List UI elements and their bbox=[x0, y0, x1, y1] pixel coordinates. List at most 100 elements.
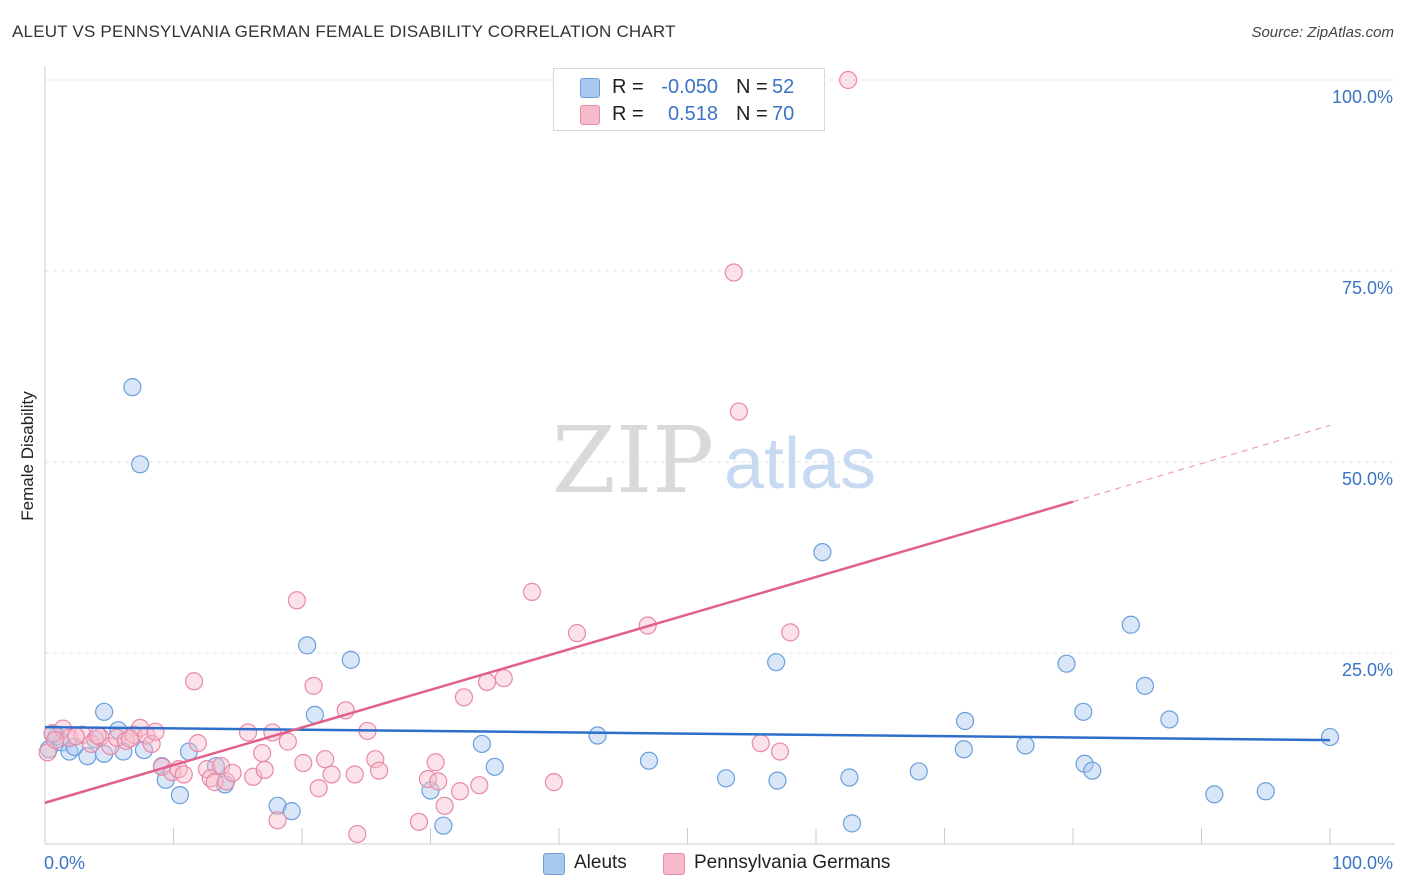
aleuts-point bbox=[1256, 782, 1275, 801]
aleuts-point bbox=[1121, 615, 1140, 634]
pennsylvania-germans-point bbox=[287, 591, 306, 610]
aleuts-point bbox=[1074, 702, 1093, 721]
pennsylvania-germans-point bbox=[146, 722, 165, 741]
pennsylvania-germans-point bbox=[724, 263, 743, 282]
pennsylvania-germans-point bbox=[316, 750, 335, 769]
r-value: -0.050 bbox=[661, 76, 718, 98]
aleuts-point bbox=[123, 378, 142, 397]
y-tick-label: 50.0% bbox=[1342, 469, 1393, 489]
aleuts-point bbox=[588, 726, 607, 745]
pennsylvania-germans-point bbox=[46, 730, 65, 750]
source-credit: Source: ZipAtlas.com bbox=[1251, 24, 1394, 41]
tick-labels: 25.0% 50.0% 75.0% 100.0% 0.0% 100.0% bbox=[44, 87, 1393, 873]
r-value: 0.518 bbox=[667, 103, 718, 125]
pennsylvania-germans-swatch bbox=[663, 853, 685, 875]
pennsylvania-germans-point bbox=[470, 776, 489, 795]
legend-row-pennsylvania-germans: R = 0.518 N = 70 bbox=[554, 101, 824, 129]
watermark-atlas: atlas bbox=[724, 424, 876, 504]
pennsylvania-germans-point bbox=[450, 782, 470, 801]
pennsylvania-germans-point bbox=[429, 772, 448, 791]
aleuts-point bbox=[813, 543, 832, 562]
r-label: R = bbox=[612, 103, 644, 125]
aleuts-point bbox=[1135, 676, 1155, 695]
pennsylvania-germans-point bbox=[781, 623, 800, 642]
pennsylvania-germans-point bbox=[522, 582, 542, 601]
aleuts-point bbox=[341, 650, 360, 669]
pennsylvania-germans-point bbox=[304, 676, 323, 695]
pennsylvania-germans-point bbox=[839, 70, 858, 90]
aleuts-point bbox=[1083, 761, 1102, 780]
aleuts-point bbox=[1205, 785, 1224, 804]
aleuts-point bbox=[130, 455, 150, 474]
pennsylvania-germans-point bbox=[88, 726, 107, 745]
aleuts-point bbox=[639, 751, 659, 770]
legend-label: Pennsylvania Germans bbox=[694, 852, 891, 873]
pennsylvania-germans-point bbox=[494, 669, 513, 688]
aleuts-point bbox=[716, 769, 736, 788]
pennsylvania-germans-point bbox=[435, 796, 454, 815]
aleuts-point bbox=[840, 768, 859, 787]
aleuts-point bbox=[485, 757, 504, 776]
pennsylvania-germans-point bbox=[348, 824, 367, 844]
pennsylvania-germans-point bbox=[120, 729, 139, 748]
pennsylvania-germans-point bbox=[188, 734, 208, 753]
pennsylvania-germans-trend-line bbox=[44, 500, 1074, 804]
pennsylvania-germans-point bbox=[268, 811, 287, 830]
legend-row-aleuts: R = -0.050 N = 52 bbox=[554, 74, 824, 102]
pennsylvania-germans-point bbox=[184, 672, 204, 691]
n-label: N = bbox=[736, 103, 768, 125]
pennsylvania-germans-point bbox=[567, 624, 587, 643]
pennsylvania-germans-point bbox=[238, 723, 258, 742]
aleuts-point bbox=[434, 816, 453, 835]
aleuts-swatch bbox=[580, 78, 600, 98]
pennsylvania-germans-point bbox=[454, 688, 474, 707]
aleuts-point bbox=[1016, 736, 1035, 755]
r-label: R = bbox=[612, 76, 644, 98]
gridlines bbox=[45, 79, 1395, 654]
aleuts-point bbox=[909, 762, 928, 781]
pennsylvania-germans-point bbox=[309, 779, 328, 798]
aleuts-point bbox=[768, 771, 787, 790]
aleuts-point bbox=[95, 702, 114, 721]
aleuts-trend-line bbox=[44, 725, 1331, 742]
pennsylvania-germans-point bbox=[294, 753, 313, 773]
aleuts-swatch bbox=[543, 853, 565, 875]
pennsylvania-germans-point bbox=[409, 812, 429, 831]
aleuts-point bbox=[298, 636, 317, 655]
pennsylvania-germans-point bbox=[544, 773, 563, 792]
stats-legend: R = -0.050 N = 52 R = 0.518 N = 70 bbox=[553, 68, 825, 131]
data-points bbox=[38, 70, 1340, 844]
pennsylvania-germans-point bbox=[244, 767, 263, 786]
aleuts-point bbox=[955, 711, 975, 731]
aleuts-point bbox=[421, 781, 440, 800]
aleuts-point bbox=[1075, 754, 1094, 773]
aleuts-point bbox=[282, 802, 301, 821]
pennsylvania-germans-point bbox=[174, 765, 193, 784]
pennsylvania-germans-point bbox=[322, 765, 341, 784]
x-tick-label: 100.0% bbox=[1332, 853, 1393, 873]
pennsylvania-germans-point bbox=[223, 763, 242, 783]
aleuts-point bbox=[767, 653, 786, 672]
y-tick-label: 100.0% bbox=[1332, 87, 1393, 107]
pennsylvania-germans-point bbox=[729, 402, 749, 421]
aleuts-point bbox=[1320, 727, 1340, 747]
legend-label: Aleuts bbox=[574, 852, 627, 873]
pennsylvania-germans-point bbox=[751, 734, 770, 753]
pennsylvania-germans-swatch bbox=[580, 105, 600, 125]
pennsylvania-germans-point bbox=[255, 760, 274, 779]
aleuts-point bbox=[472, 734, 491, 754]
y-tick-label: 25.0% bbox=[1342, 660, 1393, 680]
pennsylvania-germans-trend-line-extension bbox=[1072, 424, 1331, 503]
y-tick-label: 75.0% bbox=[1342, 278, 1393, 298]
aleuts-point bbox=[842, 814, 862, 833]
axes bbox=[44, 66, 1395, 845]
aleuts-point bbox=[268, 796, 287, 815]
pennsylvania-germans-point bbox=[426, 753, 445, 772]
pennsylvania-germans-point bbox=[345, 765, 364, 784]
pennsylvania-germans-point bbox=[370, 761, 389, 780]
pennsylvania-germans-point bbox=[253, 743, 272, 763]
y-axis-label: Female Disability bbox=[18, 391, 37, 521]
aleuts-point bbox=[954, 740, 973, 759]
watermark-zip: ZIP bbox=[552, 407, 714, 514]
